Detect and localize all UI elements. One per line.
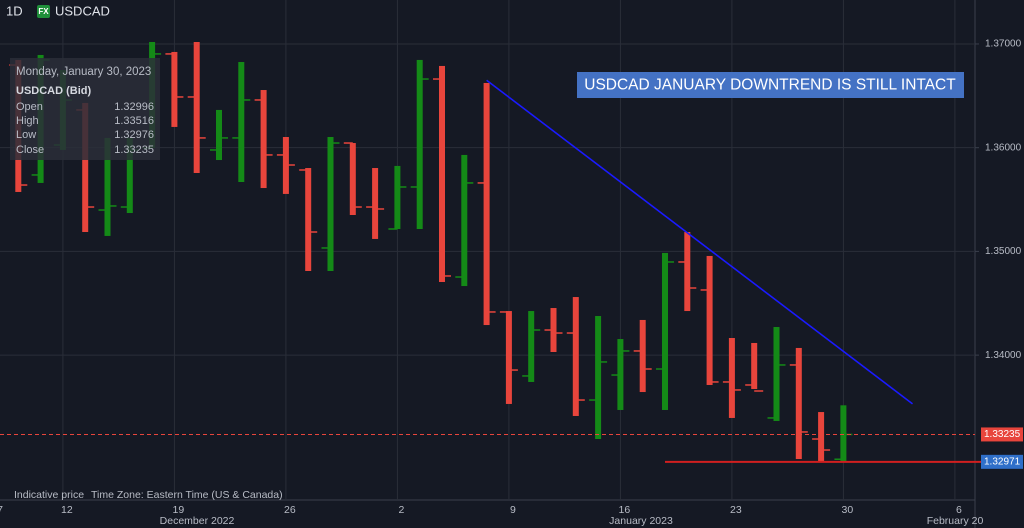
support-tag [981,454,1023,469]
bar-range [461,154,468,287]
tooltip-subtitle: USDCAD (Bid) [16,85,91,97]
bar-range [483,82,490,326]
bar-range [305,168,312,272]
bar-range [126,137,133,214]
bar-range [595,316,602,440]
tooltip-value: 1.33516 [114,115,154,127]
bar-range [394,165,401,229]
y-tick-label: 1.37000 [985,39,1022,50]
x-tick-label: 16 [619,504,631,516]
bar-range [706,255,713,385]
tooltip-label: Close [16,144,44,156]
y-tick-label: 1.36000 [985,142,1022,153]
x-tick-label: 19 [173,504,185,516]
bar-range [349,143,356,215]
x-tick-label: 6 [956,504,962,516]
tooltip-label: Open [16,101,43,113]
x-tick-label: 12 [61,504,73,516]
bar-range [171,51,178,127]
bar-range [818,412,825,462]
tooltip-bg [10,58,160,160]
tooltip-label: Low [16,129,36,141]
symbol: USDCAD [55,3,110,18]
bar-range [773,327,780,421]
interval: 1D [6,3,23,18]
bar-range [439,65,445,282]
y-tick-label: 1.34000 [985,350,1022,361]
tooltip-value: 1.32996 [114,101,154,113]
x-tick-label: 30 [842,504,854,516]
annotation: USDCAD JANUARY DOWNTREND IS STILL INTACT [584,77,956,94]
overlays [0,79,1005,463]
trendline [486,79,914,405]
x-tick-label: 2 [398,504,404,516]
tooltip-label: High [16,115,39,127]
bar-range [728,338,735,418]
bar-range [572,297,579,416]
footer-text: Indicative price [14,489,84,501]
x-tick-label: 9 [510,504,516,516]
bar-range [82,102,89,233]
support-label: 1.32971 [984,456,1021,467]
annotation-bg [577,72,964,98]
bar-range [795,347,802,460]
bar-range [639,319,646,393]
tooltip-title: Monday, January 30, 2023 [16,66,151,78]
bar-range [216,109,222,161]
badge: FX [38,7,49,16]
bar-range [416,59,423,229]
bar-range [372,168,379,239]
bar-range [840,405,847,462]
bar-range [528,311,535,382]
bar-range [505,311,512,404]
footer-text: Time Zone: Eastern Time (US & Canada) [91,489,283,501]
bar-range [327,137,334,272]
x-tick-label: 23 [730,504,742,516]
x-tick-label: 7 [0,504,3,516]
bar-range [238,62,245,183]
tooltip-value: 1.33235 [114,144,154,156]
bar-range [193,42,200,173]
last-price-tag [981,427,1023,442]
x-tick-label: 26 [284,504,296,516]
month-label: December 2022 [160,515,235,527]
last-price-label: 1.33235 [984,429,1021,440]
badge-bg [37,5,50,18]
tooltip-value: 1.32976 [114,129,154,141]
bar-range [684,232,691,312]
bar-range [104,137,111,236]
bar-range [260,90,267,189]
month-label: January 2023 [609,515,673,527]
bar-range [662,252,668,410]
bar-range [751,342,758,390]
y-tick-label: 1.35000 [985,246,1022,257]
month-label: February 20 [927,515,984,527]
